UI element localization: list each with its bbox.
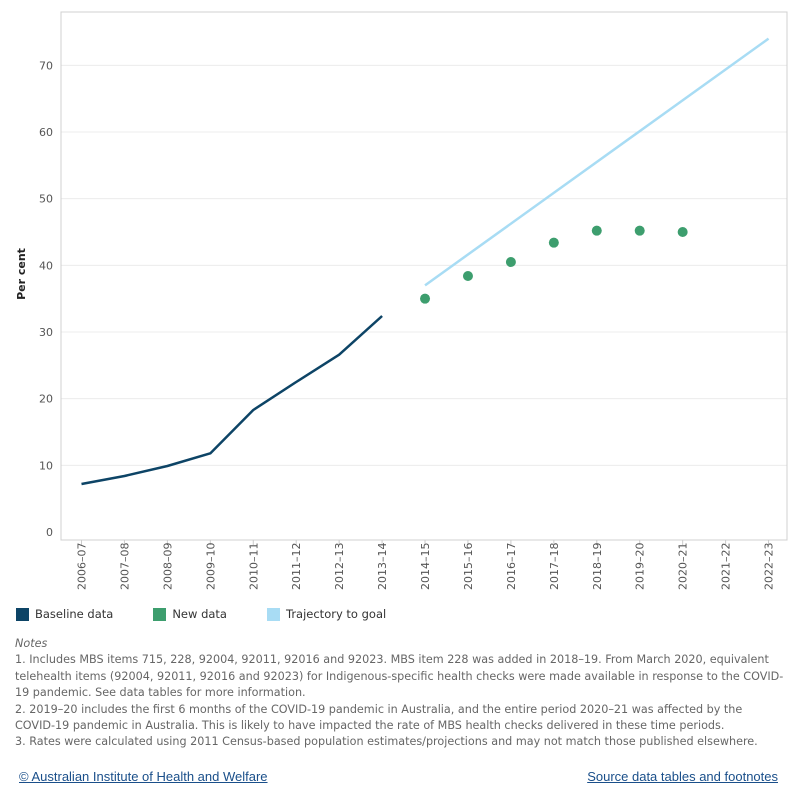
source-data-link[interactable]: Source data tables and footnotes [587, 769, 778, 784]
legend-label-trajectory: Trajectory to goal [285, 607, 387, 621]
x-tick-label-1: 2007–08 [118, 543, 131, 591]
x-tick-label-5: 2011–12 [290, 543, 303, 591]
x-tick-label-14: 2020–21 [677, 543, 690, 591]
series-group [81, 37, 770, 486]
x-tick-label-16: 2022–23 [763, 543, 776, 591]
plot-area-border [60, 11, 788, 541]
legend-label-baseline: Baseline data [35, 607, 114, 621]
note-1: 1. Includes MBS items 715, 228, 92004, 9… [15, 653, 784, 700]
y-axis-ticks: 0 10 20 30 40 50 60 70 [39, 59, 53, 539]
x-tick-label-15: 2021–22 [720, 543, 733, 591]
y-tick-label-20: 20 [39, 393, 53, 406]
x-tick-label-12: 2018–19 [591, 543, 604, 591]
legend-swatch-trajectory [266, 607, 280, 621]
aihw-copyright-link[interactable]: © Australian Institute of Health and Wel… [19, 769, 268, 784]
y-tick-label-10: 10 [39, 459, 53, 472]
data-point-new-data-3 [548, 237, 559, 248]
y-tick-label-60: 60 [39, 126, 53, 139]
y-tick-label-30: 30 [39, 326, 53, 339]
x-axis-ticks: 2006–07 2007–08 2008–09 2009–10 2010–11 2011–… [76, 540, 776, 590]
legend-item-new-data[interactable]: New data [153, 606, 227, 622]
x-tick-label-8: 2014–15 [419, 543, 432, 591]
legend-swatch-baseline [16, 607, 29, 621]
x-tick-label-4: 2010–11 [247, 543, 260, 591]
y-tick-label-40: 40 [39, 259, 53, 272]
series-line-trajectory-to-goal [424, 37, 770, 287]
footer: © Australian Institute of Health and Wel… [19, 769, 778, 784]
legend-swatch-new-data [153, 607, 167, 621]
legend: Baseline data New data Trajectory to goa… [16, 606, 426, 622]
x-tick-label-11: 2017–18 [548, 543, 561, 591]
gridlines [61, 64, 787, 466]
data-point-new-data-2 [505, 257, 516, 267]
y-tick-label-0: 0 [46, 526, 53, 539]
legend-label-new-data: New data [172, 607, 227, 621]
notes-title: Notes [15, 637, 48, 650]
legend-item-baseline[interactable]: Baseline data [16, 606, 113, 622]
x-tick-label-9: 2015–16 [462, 543, 475, 591]
x-tick-label-2: 2008–09 [161, 543, 174, 591]
data-point-new-data-6 [677, 227, 688, 237]
x-tick-label-3: 2009–10 [204, 543, 217, 591]
y-axis-label: Per cent [15, 248, 28, 300]
notes: Notes 1. Includes MBS items 715, 228, 92… [15, 636, 785, 751]
x-tick-label-0: 2006–07 [76, 543, 89, 591]
y-tick-label-70: 70 [39, 59, 53, 72]
data-point-new-data-0 [420, 293, 431, 304]
data-point-new-data-5 [634, 225, 645, 236]
x-tick-label-10: 2016–17 [505, 543, 518, 591]
x-tick-label-7: 2013–14 [376, 543, 389, 591]
y-tick-label-50: 50 [39, 193, 53, 206]
note-3: 3. Rates were calculated using 2011 Cens… [15, 735, 758, 749]
x-tick-label-13: 2019–20 [634, 543, 647, 591]
note-2: 2. 2019–20 includes the first 6 months o… [15, 702, 743, 733]
series-line-baseline-data [81, 315, 383, 486]
x-tick-label-6: 2012–13 [333, 543, 346, 591]
data-point-new-data-1 [462, 271, 473, 281]
legend-item-trajectory[interactable]: Trajectory to goal [266, 606, 387, 622]
data-point-new-data-4 [591, 225, 602, 236]
